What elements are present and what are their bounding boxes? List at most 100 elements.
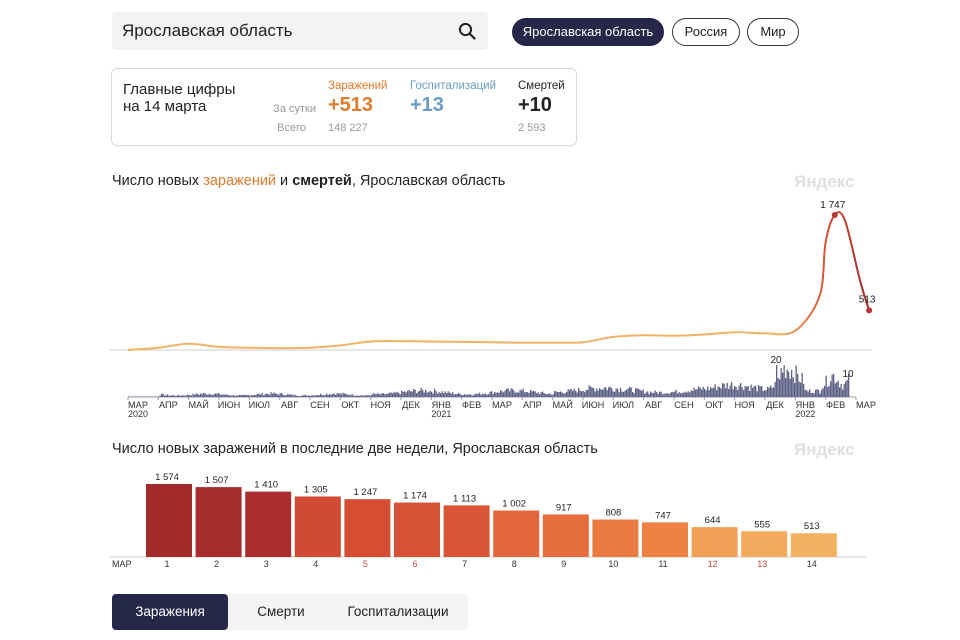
month-label: ОКТ [341,400,359,410]
search-box[interactable]: Ярославская область [112,12,488,50]
deaths-bar [645,392,647,397]
deaths-bar [690,390,692,397]
cases-point-0 [831,212,838,218]
search-icon[interactable] [458,22,476,40]
deaths-bar [534,391,536,397]
month-label: МАР [856,400,876,410]
deaths-bar [422,389,424,397]
deaths-bar [488,394,490,397]
deaths-bar [263,395,265,397]
deaths-bar [182,395,184,397]
deaths-bar [335,395,337,397]
deaths-bar [144,396,146,397]
metric-tabs: Заражения Смерти Госпитализации [112,594,468,630]
deaths-bar [365,395,367,397]
deaths-bar [233,395,235,397]
deaths-bar [740,383,742,397]
deaths-bar [396,391,398,397]
bar-value-label: 644 [705,515,721,526]
deaths-bar [807,391,809,397]
deaths-bar [500,390,502,397]
tab-yaroslavl-region[interactable]: Ярославская область [512,18,664,46]
deaths-bar [527,392,529,397]
deaths-bar [171,395,173,397]
deaths-bar [722,383,724,397]
deaths-bar [695,389,697,397]
deaths-bar [236,395,238,397]
bar-category-label: 8 [512,559,517,569]
deaths-bar [350,395,352,397]
deaths-bar [609,386,611,397]
deaths-bar [231,395,233,397]
deaths-bar [381,393,383,397]
tab-infections[interactable]: Заражения [112,594,228,630]
deaths-bar [803,383,805,397]
tab-russia[interactable]: Россия [672,18,740,46]
deaths-bar [708,390,710,397]
deaths-bar [542,391,544,397]
deaths-bar [504,390,506,397]
deaths-bar [195,393,197,397]
deaths-bar [180,395,182,397]
tab-hospitalizations[interactable]: Госпитализации [347,604,449,619]
deaths-bar [605,387,607,397]
bar-value-label: 917 [556,502,572,513]
bar-day-2 [195,487,242,557]
deaths-bar [276,393,278,397]
tab-world[interactable]: Мир [747,18,799,46]
deaths-bar [485,393,487,397]
deaths-bar [303,395,305,397]
deaths-bar [519,389,521,397]
deaths-bar [827,387,829,397]
deaths-bar [837,380,839,397]
deaths-bar [423,392,425,397]
bar-category-label: 9 [561,559,566,569]
deaths-bar [771,388,773,397]
search-input[interactable]: Ярославская область [122,21,293,40]
deaths-bar [809,389,811,397]
deaths-bar [212,395,214,397]
deaths-bar [185,395,187,397]
month-label: ЯНВ [796,400,815,410]
deaths-bar [476,394,478,397]
deaths-bar [713,387,715,397]
deaths-bar [468,394,470,397]
deaths-bar [666,393,668,397]
deaths-bar [252,395,254,397]
deaths-bar [291,394,293,397]
deaths-bar [254,395,256,397]
bar-day-3 [245,491,292,557]
yandex-watermark: Яндекс [794,172,855,191]
deaths-bar [749,390,751,397]
tab-deaths[interactable]: Смерти [257,604,305,619]
deaths-bar [620,387,622,397]
bar-value-label: 1 410 [254,480,278,491]
deaths-bar [593,388,595,397]
deaths-bar [758,385,760,397]
deaths-bar [489,391,491,397]
deaths-bar [687,391,689,397]
bar-value-label: 808 [605,508,621,519]
deaths-bar [783,365,785,397]
deaths-bar [701,389,703,397]
deaths-bar [818,390,820,397]
deaths-bar [461,395,463,397]
month-label: ИЮЛ [249,400,271,410]
deaths-bar [440,393,442,397]
deaths-bar [588,385,590,397]
deaths-bar [225,394,227,397]
deaths-bar [801,372,803,397]
deaths-bar [495,392,497,397]
deaths-bar [794,383,796,397]
deaths-bar [746,386,748,397]
deaths-bar [773,387,775,397]
deaths-bar [324,395,326,397]
cases-line [127,211,871,351]
deaths-bar [362,395,364,397]
deaths-bar [831,374,833,397]
deaths-bar [791,370,793,397]
deaths-bar [800,382,802,397]
deaths-bar [525,391,527,397]
deaths-bar [272,393,274,397]
deaths-bar [812,392,814,397]
